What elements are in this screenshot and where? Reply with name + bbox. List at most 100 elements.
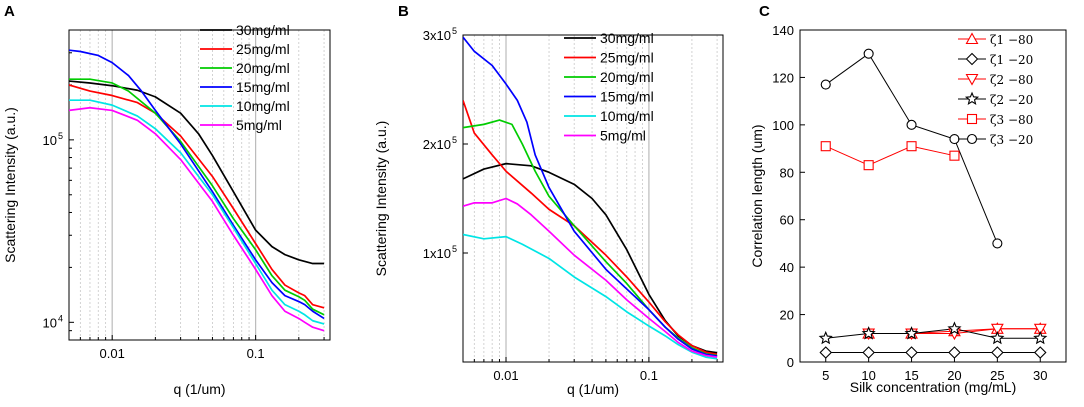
data-point xyxy=(948,346,961,359)
y-tick-base: 40 xyxy=(780,260,794,275)
data-point xyxy=(949,150,960,161)
panel-letter: A xyxy=(4,3,15,20)
y-tick-label: 140 xyxy=(772,23,794,38)
y-tick-base: 120 xyxy=(772,70,794,85)
legend-label: 25mg/ml xyxy=(600,50,654,66)
data-point xyxy=(820,141,831,152)
legend: 30mg/ml 25mg/ml 20mg/ml 15mg/ml 10mg/ml 5mg/m… xyxy=(564,30,654,144)
y-tick-base: 1x10 xyxy=(423,246,451,261)
x-axis: 0.01 0.1 xyxy=(462,357,718,383)
series-line-3 xyxy=(825,328,1041,339)
data-point xyxy=(990,323,1004,336)
legend-marker xyxy=(966,113,978,125)
y-tick-exponent: 5 xyxy=(58,131,63,141)
legend-label: 15mg/ml xyxy=(600,89,654,105)
y-tick-base: 20 xyxy=(780,308,794,323)
legend-label: ζ3 −20 xyxy=(990,133,1033,147)
series-line-2 xyxy=(463,119,718,357)
legend-label: ζ2 −20 xyxy=(990,93,1033,107)
y-tick-label: 0 xyxy=(787,355,794,370)
y-tick-base: 60 xyxy=(780,213,794,228)
y-tick-base: 0 xyxy=(787,355,794,370)
legend-label: 10mg/ml xyxy=(600,108,654,124)
x-tick-label: 0.01 xyxy=(493,368,518,383)
data-point xyxy=(863,160,874,171)
x-tick-label: 25 xyxy=(990,368,1004,383)
y-tick-label: 1x10 xyxy=(423,246,451,261)
x-tick-label: 30 xyxy=(1033,368,1047,383)
data-point xyxy=(947,321,962,335)
y-tick-label: 120 xyxy=(772,70,794,85)
x-tick-label: 0.01 xyxy=(100,346,125,361)
y-tick-label: 10 xyxy=(43,133,57,148)
grid-lines xyxy=(79,30,325,340)
legend-marker xyxy=(965,32,979,45)
y-tick-base: 10 xyxy=(43,315,57,330)
y-axis-title: Correlation length (um) xyxy=(749,124,765,267)
series-line-5 xyxy=(463,197,718,358)
legend-label: ζ1 −80 xyxy=(990,33,1033,47)
series-group xyxy=(69,49,325,332)
data-point xyxy=(1033,346,1047,359)
series-line-1 xyxy=(69,84,325,309)
data-point xyxy=(904,326,919,340)
data-point xyxy=(1033,330,1048,345)
y-tick-label: 3x10 xyxy=(423,28,451,43)
series-line-2 xyxy=(69,78,325,316)
legend-label: ζ3 −80 xyxy=(990,113,1033,127)
data-point xyxy=(991,346,1004,359)
y-axis: 0 20 40 60 80 100 120 140 xyxy=(772,23,805,370)
x-tick-label: 0.1 xyxy=(640,368,658,383)
legend-label: 10mg/ml xyxy=(236,98,290,114)
grid-lines xyxy=(473,35,718,362)
x-tick-label: 20 xyxy=(947,368,961,383)
legend-marker xyxy=(966,133,978,145)
data-point xyxy=(818,330,833,345)
legend-label: ζ1 −20 xyxy=(990,53,1033,67)
data-point xyxy=(863,48,874,59)
y-tick-label: 2x10 xyxy=(423,137,451,152)
y-tick-base: 140 xyxy=(772,23,794,38)
y-tick-base: 80 xyxy=(780,165,794,180)
legend-label: ζ2 −80 xyxy=(990,73,1033,87)
y-tick-exponent: 5 xyxy=(452,135,457,145)
series-line-4 xyxy=(825,145,955,166)
plot-frame xyxy=(462,34,724,363)
y-tick-label: 20 xyxy=(780,308,794,323)
x-axis: 5 10 15 20 25 30 xyxy=(822,357,1047,383)
x-tick-label: 0.1 xyxy=(247,346,265,361)
y-tick-exponent: 4 xyxy=(58,313,63,323)
legend-label: 5mg/ml xyxy=(236,117,282,133)
x-tick-label: 10 xyxy=(861,368,875,383)
y-tick-label: 80 xyxy=(780,165,794,180)
panel-letter: B xyxy=(398,3,409,20)
legend-marker xyxy=(965,73,979,86)
y-tick-base: 10 xyxy=(43,133,57,148)
x-tick-label: 5 xyxy=(822,368,829,383)
series-line-4 xyxy=(463,233,718,360)
data-point xyxy=(820,79,831,90)
y-tick-exponent: 5 xyxy=(452,26,457,36)
series-line-1 xyxy=(463,100,718,356)
series-line-4 xyxy=(69,99,325,325)
y-tick-exponent: 5 xyxy=(452,244,457,254)
legend: ζ1 −80 ζ1 −20 ζ2 −80 ζ2 −20 ζ3 −80 ζ3 −20 xyxy=(958,32,1033,147)
legend-label: 30mg/ml xyxy=(236,22,290,38)
legend: 30mg/ml 25mg/ml 20mg/ml 15mg/ml 10mg/ml 5mg/m… xyxy=(200,22,290,133)
y-tick-base: 2x10 xyxy=(423,137,451,152)
y-tick-label: 100 xyxy=(772,118,794,133)
y-tick-base: 3x10 xyxy=(423,28,451,43)
x-tick-label: 15 xyxy=(904,368,918,383)
legend-label: 25mg/ml xyxy=(236,41,290,57)
legend-marker xyxy=(964,91,980,106)
panel-a: A0.01 0.110 410 5q (1/um)Scattering Intensi… xyxy=(2,3,331,397)
x-axis: 0.01 0.1 xyxy=(68,335,325,361)
panel-letter: C xyxy=(759,3,770,20)
legend-marker xyxy=(965,52,979,66)
data-point xyxy=(949,134,960,145)
x-axis-title: q (1/um) xyxy=(173,381,225,397)
series-line-5 xyxy=(69,106,325,332)
